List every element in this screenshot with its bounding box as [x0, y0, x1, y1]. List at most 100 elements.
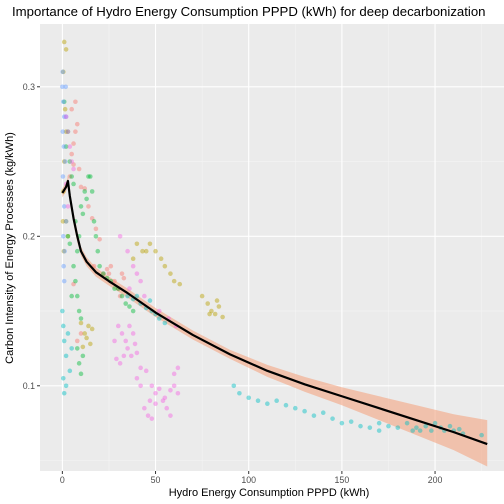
data-point	[115, 323, 121, 329]
data-point	[156, 316, 162, 321]
data-point	[214, 298, 220, 303]
data-point	[60, 129, 66, 134]
data-point	[74, 293, 80, 299]
data-point	[140, 248, 145, 254]
data-point	[69, 174, 74, 179]
data-point	[119, 271, 125, 276]
data-point	[63, 353, 69, 359]
data-point	[60, 376, 66, 381]
data-point	[134, 293, 140, 299]
data-point	[417, 428, 423, 433]
data-point	[138, 278, 143, 284]
x-tick-label: 150	[335, 475, 350, 485]
data-point	[71, 281, 76, 287]
data-point	[171, 278, 177, 284]
x-tick-label: 0	[60, 475, 65, 485]
plot-panel	[40, 24, 504, 471]
data-point	[73, 129, 78, 134]
data-point	[86, 323, 91, 329]
data-point	[274, 398, 279, 404]
y-tick-label: 0.3	[23, 82, 35, 92]
data-point	[134, 241, 140, 247]
data-point	[80, 344, 86, 350]
data-point	[97, 236, 102, 242]
data-point	[386, 423, 391, 429]
chart-title: Importance of Hydro Energy Consumption P…	[12, 4, 486, 19]
data-point	[61, 263, 66, 269]
data-point	[67, 241, 73, 247]
data-point	[117, 293, 123, 299]
data-point	[65, 129, 71, 134]
data-point	[171, 371, 177, 377]
data-point	[447, 423, 453, 429]
data-point	[80, 211, 86, 217]
y-tick-label: 0.1	[23, 381, 35, 391]
data-point	[121, 275, 127, 281]
data-point	[158, 256, 164, 262]
y-tick-label: 0.2	[23, 231, 35, 241]
data-point	[78, 371, 84, 377]
data-point	[86, 204, 91, 209]
data-point	[65, 233, 71, 239]
data-point	[61, 39, 67, 45]
data-point	[207, 311, 212, 317]
data-point	[61, 278, 67, 284]
data-point	[60, 84, 65, 90]
data-point	[142, 293, 147, 299]
data-point	[117, 233, 123, 239]
data-point	[376, 420, 382, 426]
data-point	[123, 338, 129, 344]
data-point	[456, 426, 462, 432]
data-point	[95, 248, 101, 254]
data-point	[153, 248, 158, 254]
data-point	[63, 219, 69, 224]
data-point	[62, 159, 68, 164]
y-axis-title: Carbon Intensity of Energy Processes (kg…	[4, 132, 16, 364]
data-point	[93, 226, 99, 232]
grid-lines	[40, 24, 504, 471]
data-point	[82, 186, 88, 191]
data-point	[63, 114, 69, 119]
data-point	[265, 401, 270, 407]
data-point	[127, 323, 132, 329]
data-point	[311, 413, 317, 418]
data-point	[114, 356, 119, 362]
data-point	[168, 387, 173, 393]
data-point	[175, 365, 181, 371]
data-point	[78, 204, 84, 209]
data-point	[60, 99, 66, 105]
data-point	[149, 383, 155, 389]
data-point	[132, 341, 138, 347]
data-point	[125, 248, 130, 254]
x-tick-label: 200	[428, 475, 443, 485]
data-point	[101, 271, 106, 276]
data-point	[71, 263, 76, 269]
data-point	[91, 219, 97, 224]
data-point	[205, 301, 211, 306]
data-point	[404, 420, 410, 426]
data-point	[292, 405, 298, 411]
data-point	[63, 129, 69, 134]
data-point	[73, 278, 78, 284]
data-point	[138, 383, 143, 389]
confidence-band-area	[62, 176, 488, 467]
trend-line-path	[61, 179, 488, 446]
data-point	[123, 301, 129, 306]
data-point	[143, 248, 149, 254]
data-point	[423, 423, 429, 429]
data-point	[61, 248, 67, 254]
data-point	[76, 166, 82, 172]
data-point	[199, 293, 205, 299]
data-point	[61, 390, 67, 396]
x-axis-ticks: 0 50 100 150 200	[60, 471, 443, 485]
data-point	[69, 159, 74, 164]
data-point	[108, 263, 114, 269]
data-point	[168, 413, 173, 418]
data-point	[358, 423, 363, 429]
data-point	[61, 338, 67, 344]
data-point	[67, 368, 73, 374]
data-point	[60, 219, 66, 224]
data-point	[65, 129, 71, 134]
data-point	[156, 386, 162, 392]
data-point	[61, 159, 67, 164]
